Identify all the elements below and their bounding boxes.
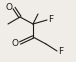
Text: O: O — [6, 3, 13, 13]
Text: F: F — [48, 16, 53, 24]
Text: F: F — [58, 46, 63, 55]
Text: O: O — [12, 39, 19, 47]
